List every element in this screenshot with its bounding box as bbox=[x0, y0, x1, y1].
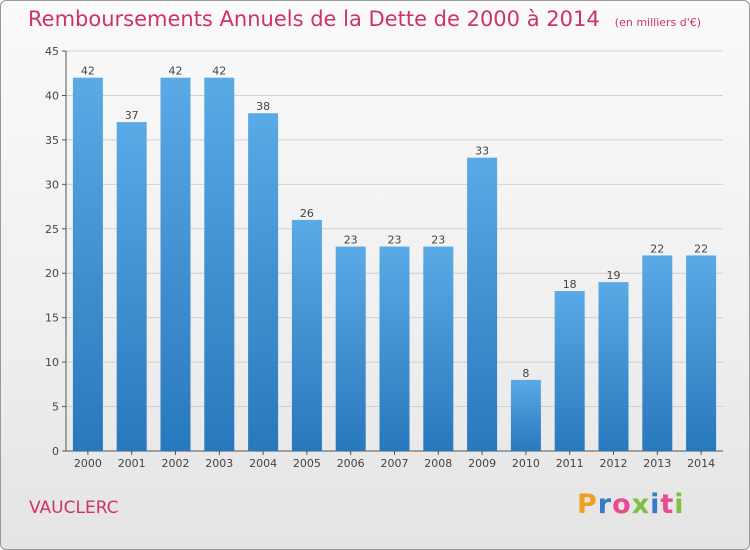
y-tick-label: 15 bbox=[45, 312, 59, 325]
data-label-2011: 18 bbox=[563, 278, 577, 291]
x-tick-label-2008: 2008 bbox=[424, 457, 452, 470]
logo-letter: P bbox=[577, 489, 598, 520]
logo-letter: o bbox=[612, 489, 632, 520]
bar-2009 bbox=[467, 157, 498, 451]
x-tick-label-2004: 2004 bbox=[249, 457, 277, 470]
y-tick-label: 25 bbox=[45, 223, 59, 236]
x-tick-label-2005: 2005 bbox=[293, 457, 321, 470]
logo-letter: i bbox=[650, 489, 661, 520]
bar-2014 bbox=[686, 255, 717, 451]
data-label-2010: 8 bbox=[522, 367, 529, 380]
data-label-2001: 37 bbox=[125, 109, 139, 122]
bars bbox=[72, 77, 717, 452]
bar-2008 bbox=[423, 246, 454, 451]
x-tick-label-2014: 2014 bbox=[687, 457, 715, 470]
x-tick-label-2000: 2000 bbox=[74, 457, 102, 470]
x-tick-label-2009: 2009 bbox=[468, 457, 496, 470]
logo-letter: x bbox=[631, 489, 651, 520]
bar-2003 bbox=[204, 77, 235, 452]
proxiti-logo: Proxiti bbox=[577, 489, 685, 520]
logo-letter: i bbox=[674, 489, 685, 520]
bar-2010 bbox=[510, 379, 541, 451]
x-tick-label-2007: 2007 bbox=[381, 457, 409, 470]
y-tick-label: 35 bbox=[45, 134, 59, 147]
chart-title-block: Remboursements Annuels de la Dette de 20… bbox=[28, 7, 701, 31]
y-tick-label: 0 bbox=[52, 445, 59, 458]
y-tick-label: 30 bbox=[45, 178, 59, 191]
x-tick-label-2013: 2013 bbox=[643, 457, 671, 470]
y-tick-label: 10 bbox=[45, 356, 59, 369]
data-label-2006: 23 bbox=[344, 234, 358, 247]
y-tick-label: 45 bbox=[45, 45, 59, 58]
x-tick-label-2001: 2001 bbox=[118, 457, 146, 470]
bar-2011 bbox=[554, 291, 585, 451]
logo-letter: t bbox=[660, 489, 675, 520]
x-tick-label-2003: 2003 bbox=[205, 457, 233, 470]
data-label-2007: 23 bbox=[388, 234, 402, 247]
bar-2013 bbox=[642, 255, 673, 451]
data-label-2012: 19 bbox=[607, 269, 621, 282]
y-tick-label: 20 bbox=[45, 267, 59, 280]
data-label-2013: 22 bbox=[650, 242, 664, 255]
data-label-2002: 42 bbox=[169, 65, 183, 78]
bar-2001 bbox=[116, 122, 147, 451]
bar-2006 bbox=[335, 246, 366, 451]
bar-2002 bbox=[160, 77, 191, 452]
logo-letter: r bbox=[597, 489, 613, 520]
data-label-2000: 42 bbox=[81, 65, 95, 78]
bar-2012 bbox=[598, 282, 629, 451]
y-tick-label: 5 bbox=[52, 401, 59, 414]
place-name: VAUCLERC bbox=[29, 498, 119, 518]
data-label-2014: 22 bbox=[694, 242, 708, 255]
bar-2007 bbox=[379, 246, 410, 451]
data-label-2004: 38 bbox=[256, 100, 270, 113]
chart-subtitle: (en milliers d'€) bbox=[614, 16, 702, 29]
data-label-2008: 23 bbox=[431, 234, 445, 247]
chart-title: Remboursements Annuels de la Dette de 20… bbox=[28, 7, 600, 31]
data-label-2005: 26 bbox=[300, 207, 314, 220]
bar-2000 bbox=[72, 77, 103, 452]
x-tick-label-2006: 2006 bbox=[337, 457, 365, 470]
x-tick-label-2010: 2010 bbox=[512, 457, 540, 470]
bar-2005 bbox=[291, 219, 322, 451]
bar-2004 bbox=[248, 113, 279, 451]
x-tick-label-2011: 2011 bbox=[556, 457, 584, 470]
labels: 42 2000 37 2001 42 2002 42 2003 38 2004 26 2005 23 20… bbox=[74, 65, 715, 470]
data-label-2009: 33 bbox=[475, 145, 489, 158]
data-label-2003: 42 bbox=[212, 65, 226, 78]
y-tick-label: 40 bbox=[45, 89, 59, 102]
x-tick-label-2012: 2012 bbox=[600, 457, 628, 470]
x-tick-label-2002: 2002 bbox=[162, 457, 190, 470]
